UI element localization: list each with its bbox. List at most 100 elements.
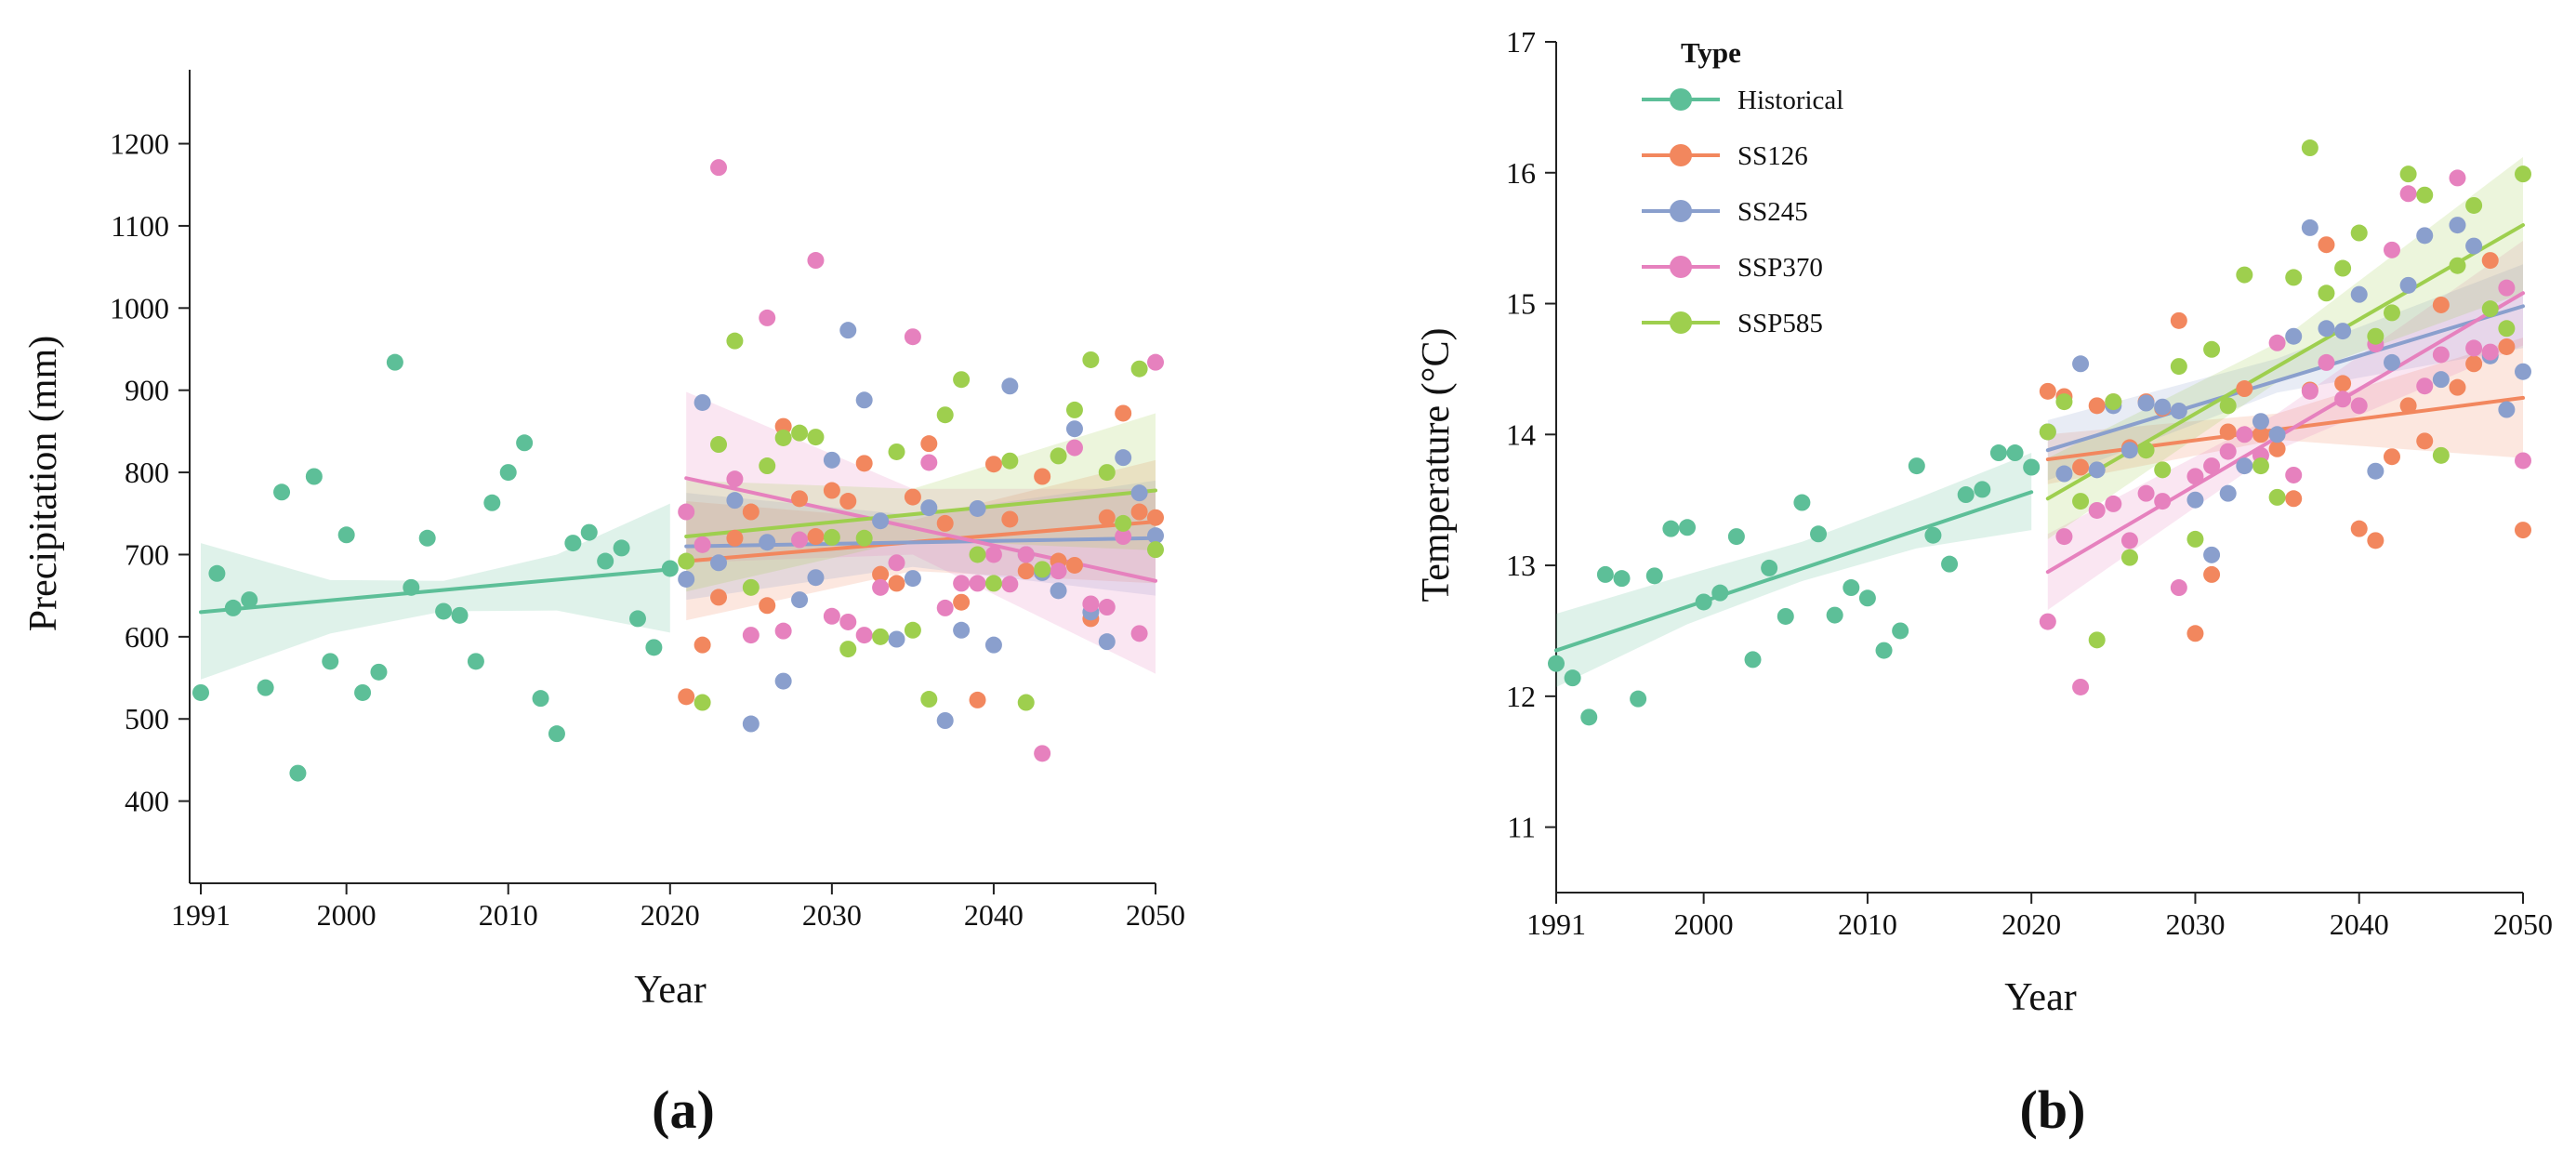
data-point-ssp370: [888, 554, 905, 572]
data-point-historical: [1924, 526, 1942, 544]
data-point-ssp370: [2449, 169, 2466, 187]
data-point-ssp585: [2449, 257, 2466, 274]
data-point-ssp370: [807, 252, 825, 270]
data-point-ssp585: [1050, 447, 1067, 465]
data-point-ssp585: [2120, 549, 2138, 566]
data-point-historical: [2023, 458, 2041, 476]
data-point-ssp370: [2481, 343, 2499, 361]
x-tick-label: 2040: [964, 898, 1024, 932]
data-point-ss245: [2154, 398, 2172, 416]
data-point-ss245: [2334, 323, 2352, 340]
data-point-ss126: [2432, 296, 2450, 313]
data-point-historical: [1761, 559, 1778, 576]
y-tick-label: 16: [1506, 156, 1536, 190]
data-point-historical: [354, 683, 372, 701]
data-point-ss126: [1017, 563, 1035, 580]
data-point-historical: [548, 725, 565, 743]
data-point-ss126: [888, 575, 905, 592]
data-point-ssp370: [2219, 443, 2237, 460]
tick-labels-b: 1991 2000 2010 2020 2030 2040 2050 11 12 13 14 15 16…: [1506, 25, 2553, 941]
data-point-ss245: [2203, 546, 2221, 563]
data-point-historical: [1892, 622, 1909, 640]
data-point-historical: [1548, 655, 1565, 672]
data-point-ssp585: [2137, 442, 2155, 459]
data-point-ss245: [2465, 237, 2483, 255]
data-point-ss126: [2465, 355, 2483, 373]
data-point-ssp585: [920, 691, 938, 708]
data-point-ss126: [872, 565, 890, 583]
y-tick-label: 12: [1506, 680, 1536, 713]
confidence-band-ss245: [2047, 264, 2523, 481]
legend-item-ssp585: SSP585: [1642, 309, 1823, 338]
data-point-historical: [613, 539, 630, 557]
data-point-ssp585: [2350, 224, 2368, 242]
y-tick-label: 600: [125, 620, 169, 654]
data-point-ss126: [2088, 397, 2106, 415]
data-point-ss245: [2137, 394, 2155, 412]
data-point-ssp585: [2203, 340, 2221, 358]
data-point-ss126: [2367, 532, 2384, 549]
data-point-historical: [305, 468, 323, 485]
data-point-ss245: [2416, 227, 2434, 245]
tick-labels-a: 1991 2000 2010 2020 2030 2040 2050 400 500 600 700…: [110, 127, 1185, 932]
data-point-ss126: [953, 593, 971, 611]
data-point-ssp585: [710, 436, 728, 454]
data-point-ssp585: [839, 641, 857, 658]
data-point-ss245: [807, 569, 825, 587]
data-point-ss245: [2515, 363, 2531, 380]
data-point-ssp370: [759, 309, 776, 326]
data-point-ssp370: [2137, 484, 2155, 502]
data-point-ssp585: [759, 457, 776, 475]
legend-swatch-marker: [1670, 88, 1692, 111]
data-point-historical: [337, 526, 355, 544]
data-point-ssp370: [2285, 466, 2303, 483]
legend: Type Historical SS126 SS245 SSP370 SSP58…: [1642, 36, 1843, 338]
confidence-band-ssp370: [2047, 240, 2523, 610]
data-point-ss245: [774, 672, 792, 690]
data-point-ssp585: [2416, 186, 2434, 204]
data-point-ss245: [2055, 465, 2073, 483]
data-point-ssp370: [2154, 493, 2172, 510]
data-point-ss245: [1001, 377, 1019, 395]
y-tick-label: 500: [125, 702, 169, 735]
data-point-ssp585: [1147, 541, 1164, 559]
data-point-ssp585: [2186, 530, 2204, 548]
data-point-ssp370: [2039, 613, 2056, 630]
data-point-ss126: [2498, 338, 2516, 355]
data-point-ss245: [2449, 217, 2466, 234]
trend-line-historical: [199, 567, 672, 615]
data-point-ss245: [953, 621, 971, 639]
data-point-historical: [1989, 444, 2007, 462]
data-point-ss245: [969, 499, 986, 517]
data-point-historical: [1727, 528, 1745, 546]
data-point-ss245: [2252, 413, 2269, 430]
data-point-ssp370: [969, 575, 986, 592]
legend-label: Historical: [1737, 86, 1843, 115]
data-point-ssp370: [2416, 377, 2434, 395]
data-point-historical: [1613, 570, 1631, 588]
data-point-historical: [224, 599, 242, 616]
data-point-ssp370: [1050, 563, 1067, 580]
data-point-ssp370: [1017, 546, 1035, 563]
data-point-ssp585: [2039, 423, 2056, 441]
data-point-historical: [1875, 642, 1893, 659]
data-point-ssp585: [2498, 320, 2516, 338]
data-point-ssp370: [2120, 532, 2138, 549]
data-point-ss245: [1147, 527, 1164, 545]
data-point-ssp585: [2383, 304, 2400, 322]
trend-line-historical: [1554, 490, 2034, 653]
data-point-ss245: [2350, 285, 2368, 303]
trend-line-ss245: [2045, 304, 2525, 453]
data-point-historical: [1858, 589, 1876, 607]
data-point-ss245: [2285, 327, 2303, 345]
legend-label: SS126: [1737, 141, 1808, 171]
x-tick-label: 2050: [1126, 898, 1185, 932]
y-tick-label: 15: [1506, 287, 1536, 321]
data-point-ssp585: [2367, 327, 2384, 345]
x-tick-label: 2040: [2330, 907, 2389, 941]
data-point-ssp585: [2432, 446, 2450, 464]
data-point-ssp370: [726, 470, 744, 488]
data-point-ss245: [710, 554, 728, 572]
data-point-ss126: [2416, 432, 2434, 450]
data-point-ss126: [1147, 509, 1164, 526]
